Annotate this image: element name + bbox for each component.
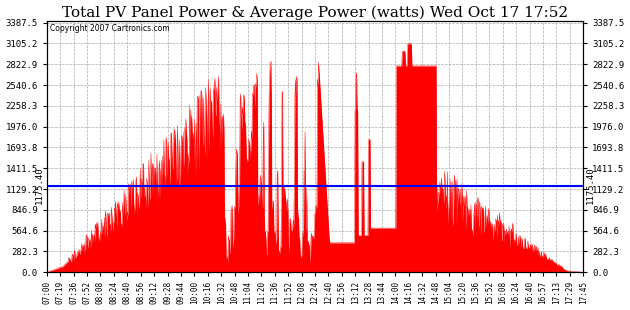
Text: 1175.40: 1175.40 <box>586 167 595 205</box>
Text: 1175.40: 1175.40 <box>35 167 44 205</box>
Text: Copyright 2007 Cartronics.com: Copyright 2007 Cartronics.com <box>50 24 169 33</box>
Title: Total PV Panel Power & Average Power (watts) Wed Oct 17 17:52: Total PV Panel Power & Average Power (wa… <box>62 6 568 20</box>
